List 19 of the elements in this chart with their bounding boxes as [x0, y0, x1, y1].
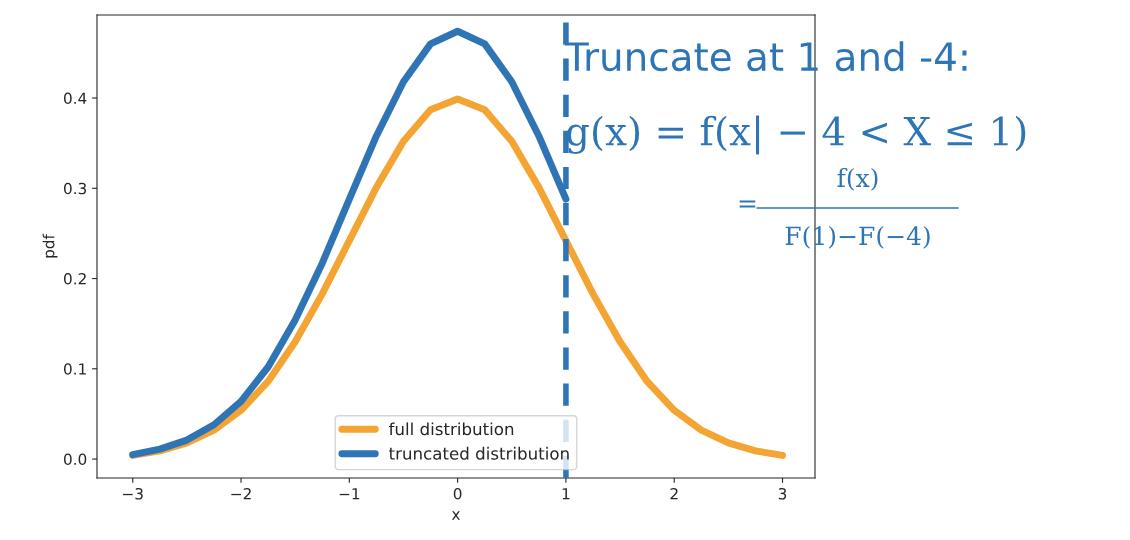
- annotation: g(x) = f(x| − 4 < X ≤ 1): [566, 115, 1026, 155]
- x-tick-label: −3: [123, 487, 143, 500]
- legend-label: full distribution: [388, 422, 514, 436]
- annotation: =: [739, 200, 756, 208]
- y-tick-label: 0.4: [63, 92, 87, 105]
- x-tick-label: 1: [562, 488, 570, 500]
- x-axis-title: x: [451, 511, 461, 520]
- legend-label: truncated distribution: [389, 446, 569, 460]
- x-tick-label: −1: [339, 488, 360, 500]
- y-tick-label: 0.2: [63, 273, 86, 285]
- y-tick-label: 0.1: [63, 363, 86, 375]
- y-axis-title: pdf: [42, 233, 58, 258]
- text: f(x): [837, 167, 878, 191]
- x-tick-label: 2: [670, 487, 678, 500]
- y-tick-label: 0.3: [63, 182, 87, 195]
- y-tick-label: 0.0: [63, 453, 87, 466]
- x-tick-label: 0: [453, 487, 462, 500]
- x-tick-label: 3: [778, 487, 787, 500]
- x-tick-label: −2: [231, 487, 251, 500]
